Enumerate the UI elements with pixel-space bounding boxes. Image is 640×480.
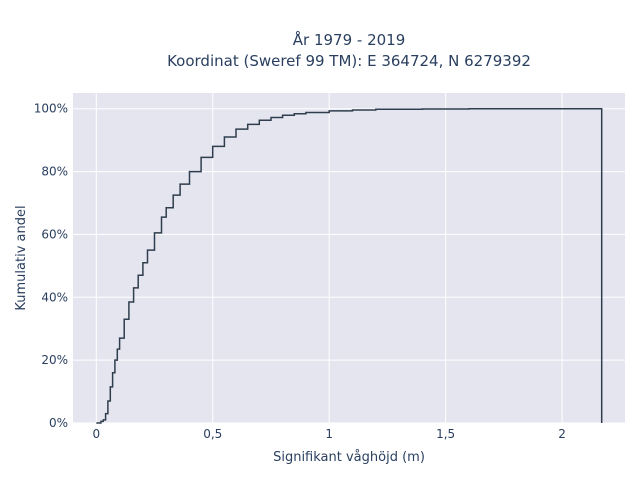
chart-title-line1: År 1979 - 2019 (293, 30, 406, 49)
y-tick-label: 20% (41, 353, 68, 367)
x-tick-label: 0 (92, 427, 100, 441)
chart-title-line2: Koordinat (Sweref 99 TM): E 364724, N 62… (167, 52, 531, 70)
y-axis-label: Kumulativ andel (14, 205, 29, 310)
x-tick-label: 0,5 (203, 427, 222, 441)
cumulative-step-line (96, 107, 603, 424)
y-tick-label: 0% (49, 416, 68, 430)
y-tick-label: 100% (34, 102, 68, 116)
x-tick-label: 1,5 (436, 427, 455, 441)
x-tick-label: 1 (325, 427, 333, 441)
tick-layer: 0 0,5 1 1,5 20%20%40%60%80%100% (34, 102, 566, 441)
x-axis-label: Signifikant våghöjd (m) (273, 450, 425, 465)
series-layer (96, 107, 603, 424)
y-tick-label: 60% (41, 227, 68, 241)
y-tick-label: 40% (41, 290, 68, 304)
plot-area (73, 93, 625, 423)
x-tick-label: 2 (558, 427, 566, 441)
y-tick-label: 80% (41, 165, 68, 179)
